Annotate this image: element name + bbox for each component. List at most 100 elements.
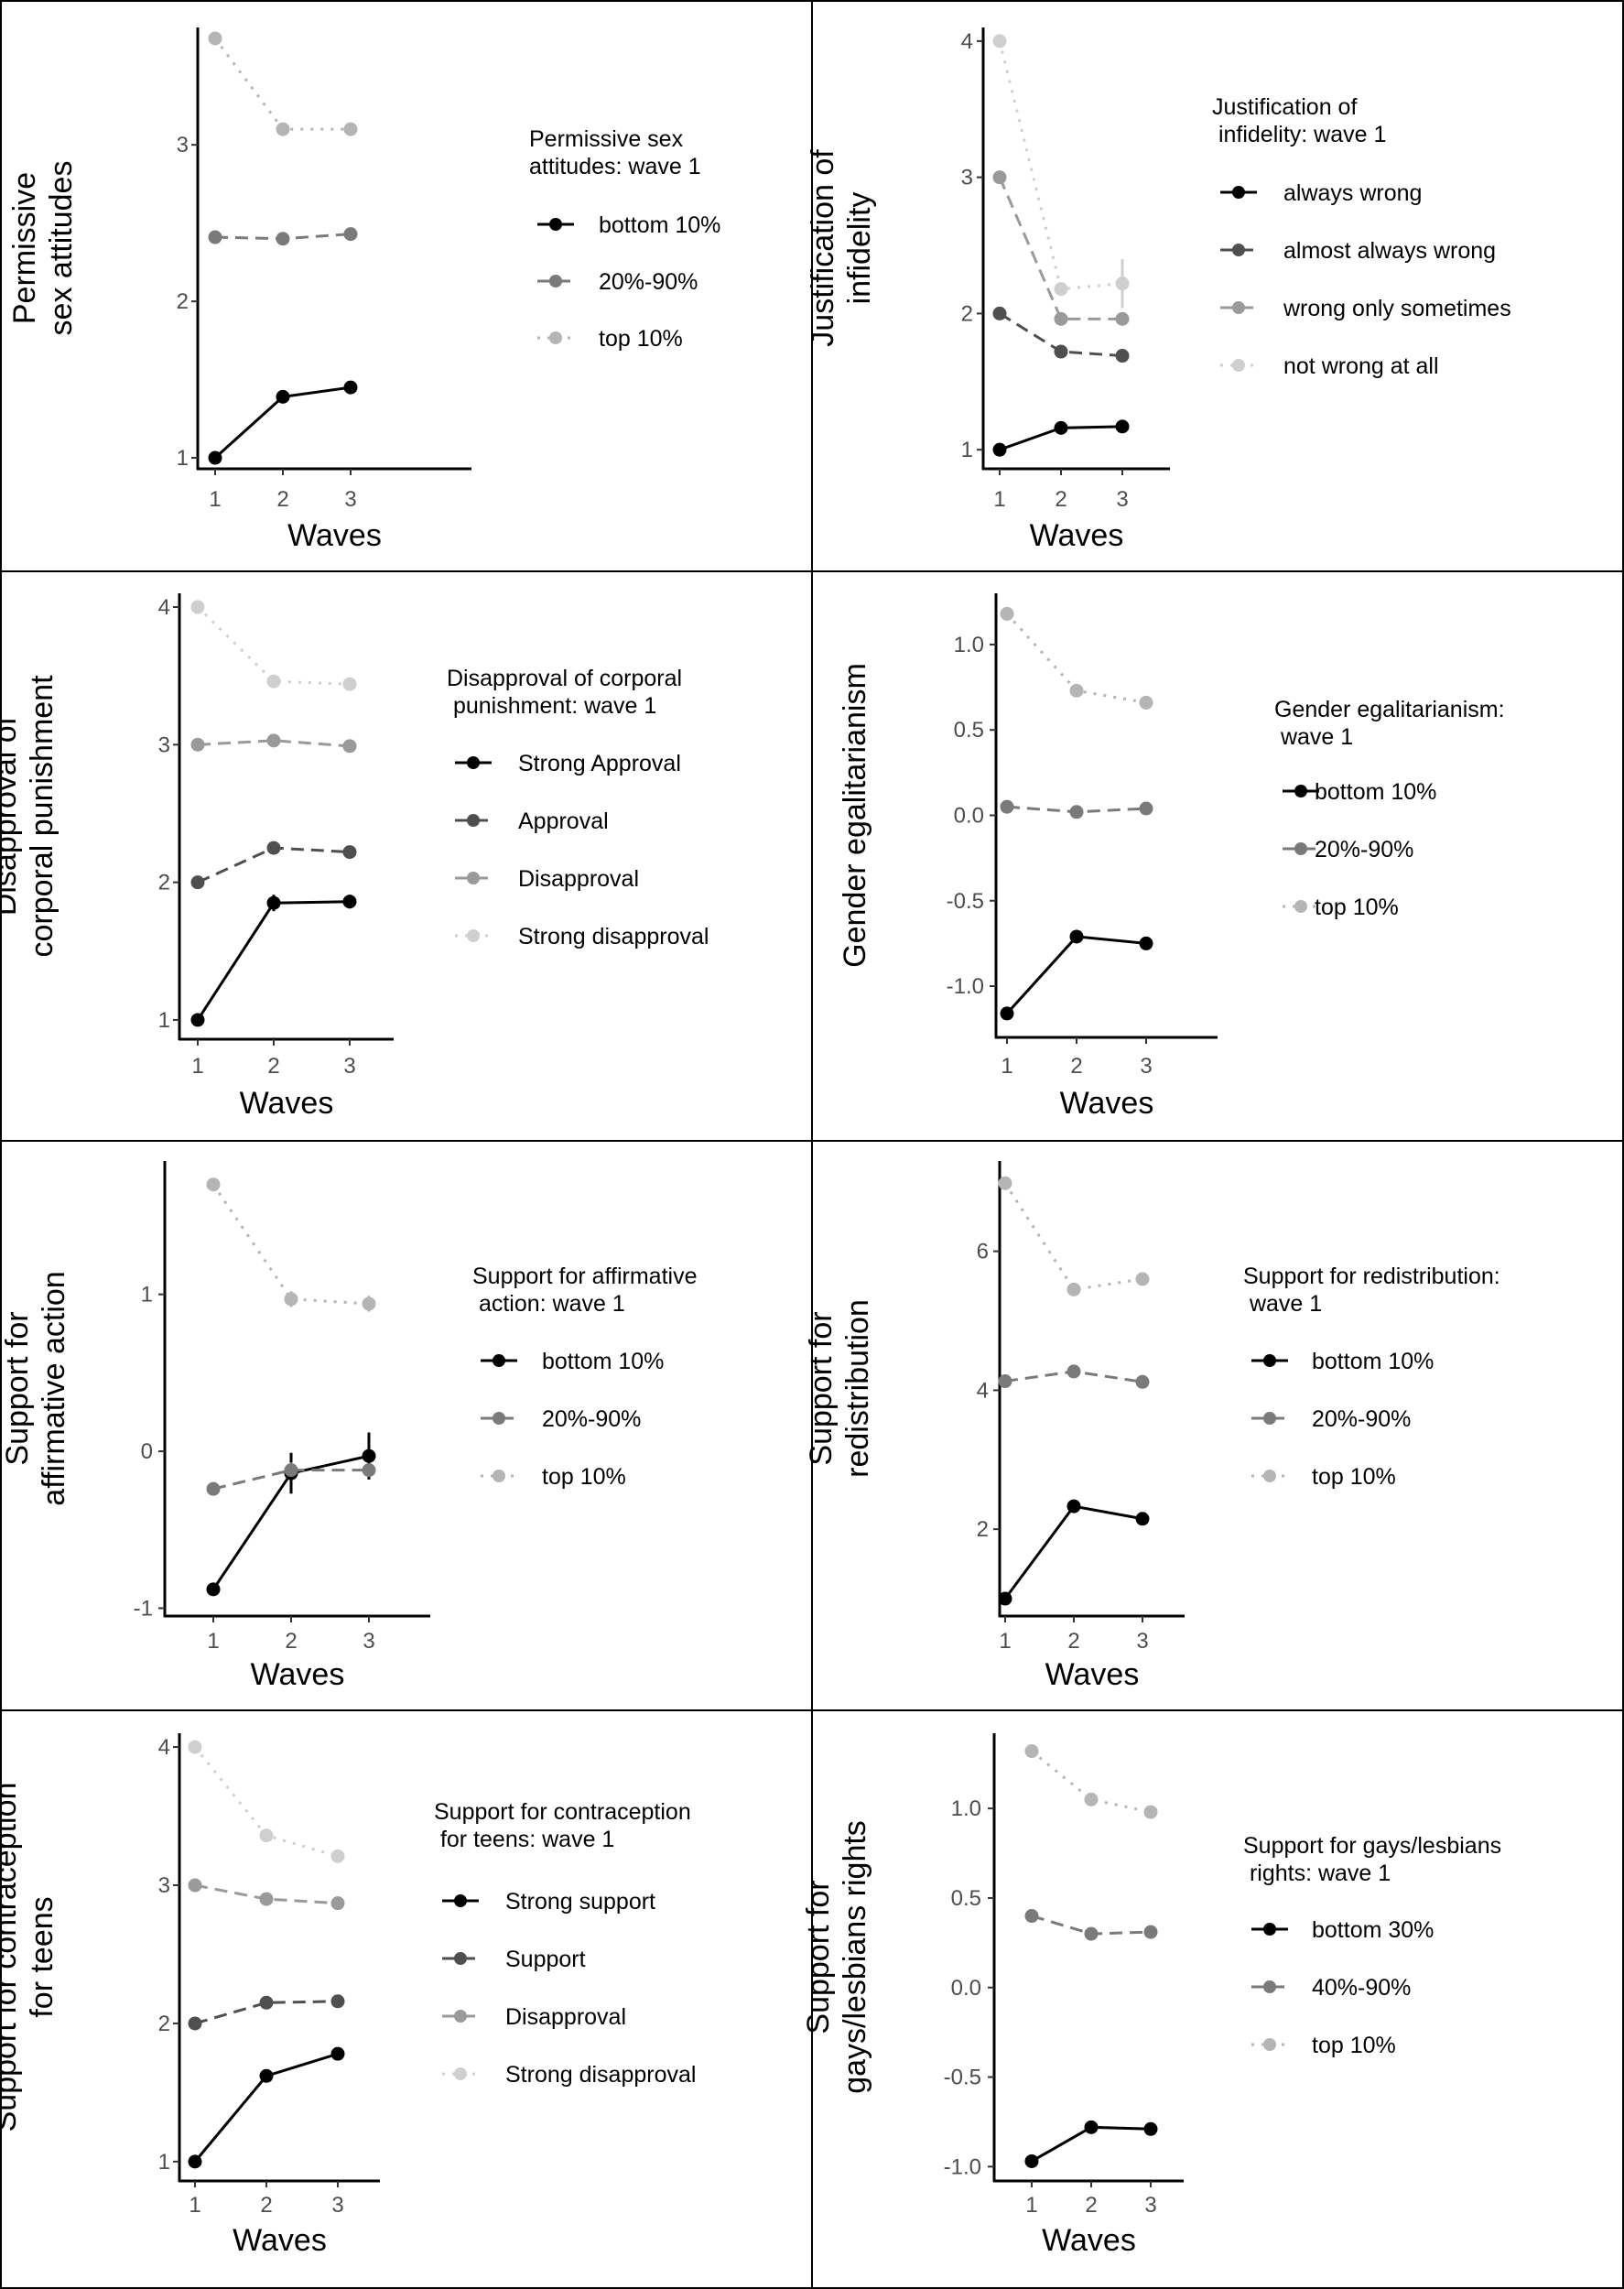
legend-title-line: Justification of <box>1212 94 1357 120</box>
legend-title-line: wave 1 <box>1243 1291 1322 1317</box>
data-point <box>998 1176 1012 1190</box>
legend: Support for contraception for teens: wav… <box>434 1799 696 2088</box>
y-axis-title: Support for contraceptionfor teens <box>0 1783 60 2132</box>
legend-key-point <box>1263 1980 1276 1993</box>
y-axis-title: Support forredistribution <box>804 1299 875 1478</box>
data-point <box>1143 1805 1158 1819</box>
legend-title-line: Support for contraception <box>434 1799 691 1825</box>
data-point <box>992 306 1007 320</box>
x-tick-label: 2 <box>285 1629 297 1654</box>
y-tick-label: 3 <box>158 732 170 757</box>
data-point <box>190 875 205 890</box>
legend-key-point <box>493 1412 505 1425</box>
y-tick-label: 4 <box>961 29 973 54</box>
data-point <box>992 34 1007 49</box>
data-point <box>1115 277 1130 291</box>
y-axis-title-line: sex attitudes <box>44 161 79 336</box>
y-axis-title-line: redistribution <box>840 1299 875 1478</box>
data-point <box>362 1296 376 1311</box>
x-tick-label: 2 <box>260 2193 272 2218</box>
data-point <box>1000 799 1014 814</box>
legend: Support for affirmative action: wave 1 bo… <box>472 1264 697 1490</box>
series-line-4 <box>193 1746 339 1858</box>
legend-title-line: Permissive sex <box>529 126 684 152</box>
y-tick-label: 1 <box>177 446 189 471</box>
legend-entry-label: Strong Approval <box>518 751 681 776</box>
legend-key-point <box>1232 186 1245 199</box>
y-tick-label: 2 <box>961 301 973 326</box>
data-point <box>1143 2121 1158 2136</box>
data-point <box>342 677 357 691</box>
data-point <box>1066 1364 1081 1379</box>
x-tick-label: 2 <box>1055 487 1066 512</box>
data-point <box>1054 311 1068 326</box>
y-tick-label: 0.0 <box>951 1976 981 2001</box>
data-point <box>998 1374 1012 1389</box>
data-point <box>1000 606 1014 621</box>
y-tick-label: 1 <box>158 2150 170 2175</box>
data-point <box>1115 349 1130 363</box>
y-axis-title-line: for teens <box>25 1896 60 2017</box>
data-point <box>284 1292 298 1307</box>
data-point <box>1143 1925 1158 1939</box>
data-point <box>1139 936 1153 950</box>
legend-title-line: wave 1 <box>1274 724 1353 750</box>
data-point <box>1054 282 1068 297</box>
data-point <box>1024 1909 1039 1924</box>
data-point <box>1066 1499 1081 1513</box>
legend-entry-label: bottom 30% <box>1312 1917 1434 1943</box>
data-point <box>998 1591 1012 1606</box>
x-tick-label: 3 <box>1144 2193 1156 2218</box>
series-line-4 <box>998 40 1123 291</box>
x-tick-label: 3 <box>1136 1629 1148 1654</box>
legend-title-line: Support for gays/lesbians <box>1243 1833 1501 1859</box>
data-point <box>343 122 358 136</box>
series-line-3 <box>197 739 351 748</box>
legend-entry-label: 20%-90% <box>1315 837 1413 862</box>
data-point <box>266 733 281 748</box>
data-point <box>362 1463 376 1478</box>
data-point <box>1139 801 1153 816</box>
y-axis-title-line: Support for <box>801 1880 836 2034</box>
y-tick-label: 1.0 <box>954 633 984 657</box>
y-tick-label: 6 <box>977 1240 989 1264</box>
data-point <box>188 2016 202 2031</box>
x-tick-label: 3 <box>344 487 356 512</box>
data-point <box>284 1463 298 1478</box>
y-tick-label: -0.5 <box>947 889 984 914</box>
legend: Justification of infidelity: wave 1 alway… <box>1212 94 1511 379</box>
data-point <box>259 2068 274 2083</box>
y-tick-label: -1.0 <box>944 2154 981 2179</box>
legend-key-point <box>467 872 480 884</box>
data-point <box>208 230 222 244</box>
legend-entry-label: 20%-90% <box>542 1406 641 1432</box>
legend-entry-label: wrong only sometimes <box>1283 296 1511 321</box>
data-point <box>266 841 281 855</box>
y-axis-title: Gender egalitarianism <box>838 663 872 968</box>
x-tick-label: 2 <box>276 487 288 512</box>
y-axis-title-line: Support for <box>804 1311 839 1465</box>
data-point <box>1115 311 1130 326</box>
legend-title-line: Gender egalitarianism: <box>1274 697 1505 722</box>
data-point <box>343 380 358 395</box>
y-tick-label: 2 <box>177 289 189 314</box>
x-tick-label: 3 <box>331 2193 343 2218</box>
x-tick-label: 2 <box>1085 2193 1097 2218</box>
legend-key-point <box>1294 842 1307 855</box>
x-tick-label: 1 <box>209 487 221 512</box>
legend-title-line: infidelity: wave 1 <box>1212 122 1386 147</box>
chart-panel-4: -1.0 -0.5 0.0 0.5 1.0 1 2 3 Waves Gender egalitar… <box>838 593 1505 1121</box>
data-point <box>276 232 290 246</box>
y-axis-title: Permissivesex attitudes <box>7 161 79 336</box>
y-tick-label: 0 <box>141 1439 153 1464</box>
legend-entry-label: top 10% <box>1312 1464 1396 1490</box>
legend-key-point <box>454 2010 467 2023</box>
y-axis-title-line: infidelity <box>842 192 877 305</box>
data-point <box>190 1013 205 1027</box>
data-point <box>362 1448 376 1463</box>
legend-entry-label: bottom 10% <box>542 1349 664 1374</box>
data-point <box>1069 805 1084 819</box>
legend-entry-label: bottom 10% <box>1312 1349 1434 1374</box>
legend-key-point <box>1263 1354 1276 1367</box>
y-axis-title-line: Justification of <box>806 149 840 347</box>
